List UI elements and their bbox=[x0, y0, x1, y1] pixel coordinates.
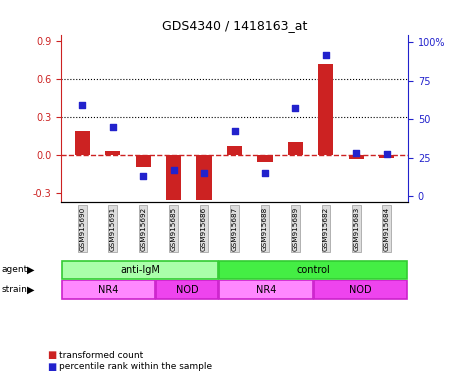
Bar bbox=[257, 155, 272, 162]
Text: agent: agent bbox=[2, 265, 28, 274]
Bar bbox=[166, 155, 181, 200]
Bar bbox=[219, 260, 408, 279]
Bar bbox=[288, 142, 303, 155]
Text: GSM915682: GSM915682 bbox=[323, 207, 329, 251]
Bar bbox=[61, 280, 155, 299]
Point bbox=[353, 150, 360, 156]
Text: GSM915690: GSM915690 bbox=[79, 207, 85, 251]
Text: NR4: NR4 bbox=[98, 285, 119, 295]
Text: GSM915683: GSM915683 bbox=[353, 207, 359, 251]
Text: control: control bbox=[296, 265, 330, 275]
Text: GSM915689: GSM915689 bbox=[292, 207, 298, 251]
Text: ■: ■ bbox=[47, 362, 56, 372]
Text: percentile rank within the sample: percentile rank within the sample bbox=[59, 362, 212, 371]
Bar bbox=[156, 280, 218, 299]
Bar bbox=[318, 64, 333, 155]
Bar bbox=[61, 260, 218, 279]
Bar bbox=[314, 280, 408, 299]
Bar bbox=[348, 155, 364, 159]
Point bbox=[292, 105, 299, 111]
Text: ■: ■ bbox=[47, 350, 56, 360]
Text: GSM915687: GSM915687 bbox=[232, 207, 237, 251]
Text: NOD: NOD bbox=[176, 285, 198, 295]
Text: NOD: NOD bbox=[349, 285, 372, 295]
Text: transformed count: transformed count bbox=[59, 351, 143, 360]
Text: anti-IgM: anti-IgM bbox=[120, 265, 160, 275]
Bar bbox=[227, 146, 242, 155]
Bar bbox=[197, 155, 212, 200]
Point bbox=[322, 51, 330, 58]
Text: GSM915692: GSM915692 bbox=[140, 207, 146, 251]
Text: GSM915688: GSM915688 bbox=[262, 207, 268, 251]
Text: GSM915685: GSM915685 bbox=[171, 207, 177, 251]
Point bbox=[231, 128, 238, 134]
Point bbox=[109, 124, 116, 130]
Bar bbox=[75, 131, 90, 155]
Point bbox=[170, 167, 177, 173]
Text: ▶: ▶ bbox=[27, 265, 35, 275]
Bar bbox=[219, 280, 313, 299]
Bar bbox=[136, 155, 151, 167]
Text: GSM915684: GSM915684 bbox=[384, 207, 390, 251]
Point bbox=[139, 173, 147, 179]
Point bbox=[200, 170, 208, 176]
Point bbox=[261, 170, 269, 176]
Text: NR4: NR4 bbox=[256, 285, 276, 295]
Point bbox=[383, 151, 391, 157]
Text: ▶: ▶ bbox=[27, 285, 35, 295]
Bar bbox=[379, 155, 394, 158]
Text: GDS4340 / 1418163_at: GDS4340 / 1418163_at bbox=[162, 19, 307, 32]
Text: strain: strain bbox=[2, 285, 28, 294]
Point bbox=[78, 102, 86, 108]
Text: GSM915691: GSM915691 bbox=[110, 207, 116, 251]
Bar bbox=[105, 151, 121, 155]
Text: GSM915686: GSM915686 bbox=[201, 207, 207, 251]
